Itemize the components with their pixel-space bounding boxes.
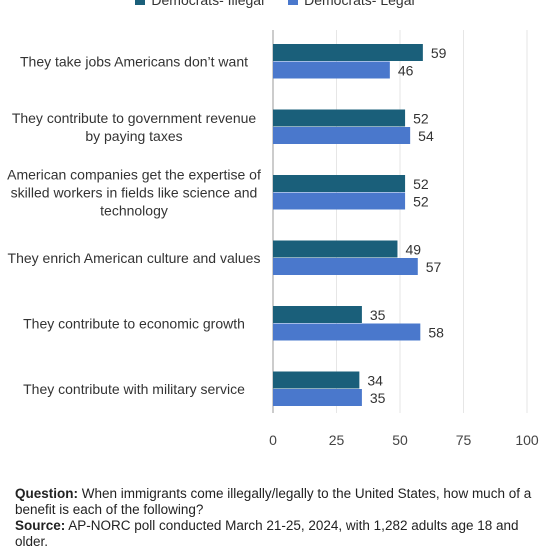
- value-label-illegal: 34: [367, 372, 383, 388]
- source-label: Source:: [15, 518, 66, 533]
- legend-label-illegal: Democrats- Illegal: [151, 0, 265, 8]
- legend-item-illegal[interactable]: Democrats- Illegal: [135, 0, 264, 8]
- x-tick-label-75: 75: [456, 432, 472, 448]
- x-tick-label-0: 0: [269, 432, 277, 448]
- value-label-illegal: 52: [413, 176, 429, 192]
- source-text: AP-NORC poll conducted March 21-25, 2024…: [15, 518, 519, 549]
- category-label: They contribute to government revenue by …: [12, 110, 257, 144]
- value-label-legal: 46: [398, 62, 414, 78]
- category-label-line: skilled workers in fields like science a…: [11, 185, 258, 201]
- value-label-illegal: 35: [370, 307, 386, 323]
- x-tick-label-100: 100: [515, 432, 539, 448]
- bar-illegal: [273, 240, 398, 258]
- category-label-line: They contribute to economic growth: [23, 316, 245, 332]
- value-label-illegal: 59: [431, 45, 447, 61]
- bar-legal: [273, 389, 362, 406]
- value-label-legal: 58: [428, 324, 444, 340]
- source-note: Source: AP-NORC poll conducted March 21-…: [15, 518, 540, 550]
- x-tick-label-25: 25: [329, 432, 345, 448]
- value-label-legal: 52: [413, 193, 429, 209]
- category-label: American companies get the expertise of s…: [7, 167, 261, 219]
- category-label-line: by paying taxes: [85, 128, 182, 144]
- bar-legal: [273, 258, 418, 275]
- category-label: They take jobs Americans don’t want: [20, 54, 248, 70]
- bar-legal: [273, 61, 390, 79]
- value-label-illegal: 49: [405, 241, 421, 257]
- legend-item-legal[interactable]: Democrats- Legal: [288, 0, 415, 8]
- bar-legal: [273, 127, 411, 144]
- bar-illegal: [273, 109, 406, 127]
- bar-illegal: [273, 175, 406, 192]
- bar-legal: [273, 323, 421, 341]
- category-label: They contribute with military service: [23, 381, 245, 397]
- category-label: They contribute to economic growth: [23, 316, 245, 332]
- category-label-line: They contribute with military service: [23, 381, 245, 397]
- value-label-legal: 54: [418, 128, 434, 144]
- bar-illegal: [273, 371, 360, 389]
- question-label: Question:: [15, 486, 78, 501]
- question-text: When immigrants come illegally/legally t…: [15, 486, 532, 517]
- category-label-line: They take jobs Americans don’t want: [20, 54, 248, 70]
- value-label-illegal: 52: [413, 110, 429, 126]
- legend-swatch-illegal: [135, 0, 146, 5]
- bar-chart: 0 25 50 75 100 They take jobs Americans don’t…: [7, 30, 539, 448]
- question-note: Question: When immigrants come illegally…: [15, 486, 540, 518]
- bar-legal: [273, 192, 406, 210]
- category-label: They enrich American culture and values: [8, 250, 261, 266]
- legend-label-legal: Democrats- Legal: [304, 0, 415, 8]
- chart-footer: Question: When immigrants come illegally…: [15, 486, 540, 550]
- category-label-line: They contribute to government revenue: [12, 110, 257, 126]
- bar-illegal: [273, 44, 423, 61]
- value-label-legal: 35: [370, 390, 386, 406]
- x-tick-label-50: 50: [392, 432, 408, 448]
- category-label-line: They enrich American culture and values: [8, 250, 261, 266]
- category-label-line: technology: [100, 203, 168, 219]
- legend-swatch-legal: [288, 0, 299, 5]
- bar-illegal: [273, 306, 362, 323]
- value-label-legal: 57: [426, 259, 442, 275]
- chart-legend: Democrats- Illegal Democrats- Legal: [0, 0, 550, 8]
- category-label-line: American companies get the expertise of: [7, 167, 261, 183]
